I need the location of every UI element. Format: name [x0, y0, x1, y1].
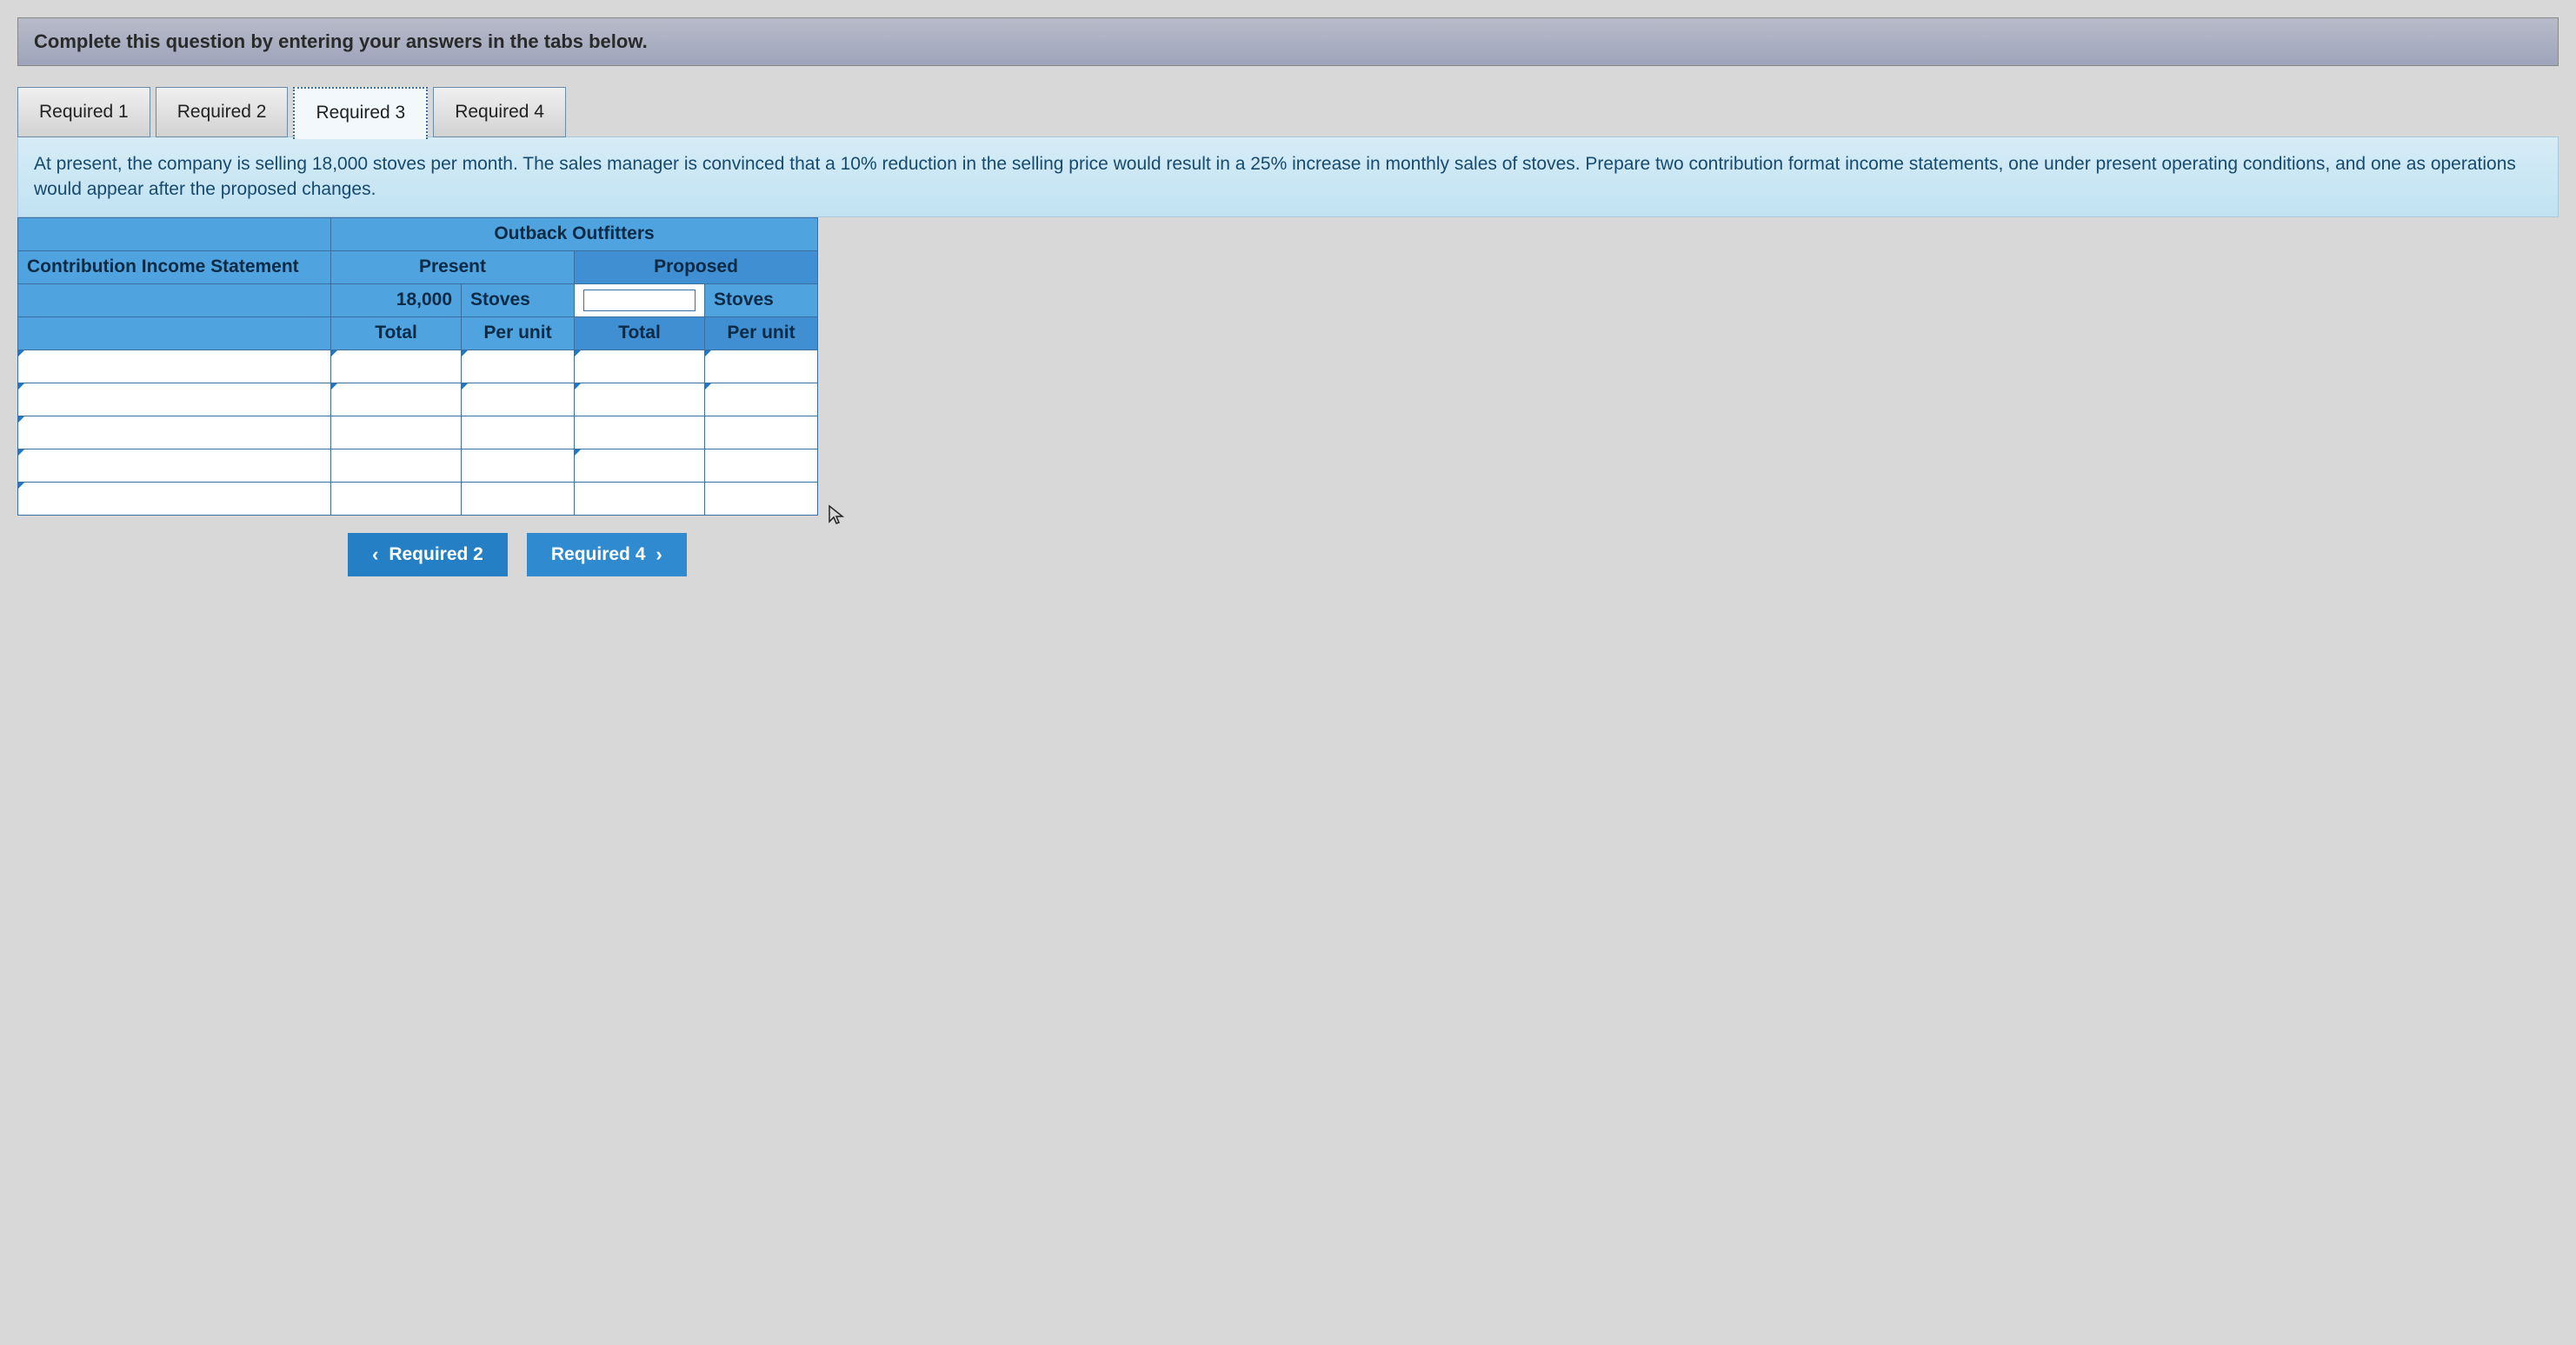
row-label-input[interactable] [18, 383, 331, 416]
row-label-input[interactable] [18, 482, 331, 515]
income-table: Outback Outfitters Contribution Income S… [17, 217, 818, 516]
statement-label: Contribution Income Statement [18, 250, 331, 283]
prev-button[interactable]: ‹ Required 2 [348, 533, 508, 576]
table-row [18, 449, 818, 482]
table-row [18, 416, 818, 449]
present-perunit-input[interactable] [462, 383, 575, 416]
next-button[interactable]: Required 4 › [527, 533, 687, 576]
colhdr-present-total: Total [331, 316, 462, 350]
proposed-total-input[interactable] [575, 449, 705, 482]
cell-blank-tl [18, 217, 331, 250]
colhdr-present-perunit: Per unit [462, 316, 575, 350]
colhdr-proposed-perunit: Per unit [705, 316, 818, 350]
proposed-perunit-input[interactable] [705, 482, 818, 515]
tab-required-4[interactable]: Required 4 [433, 87, 566, 137]
present-total-input[interactable] [331, 350, 462, 383]
question-text: At present, the company is selling 18,00… [17, 136, 2559, 217]
proposed-total-input[interactable] [575, 350, 705, 383]
tabs-container: Required 1 Required 2 Required 3 Require… [17, 87, 2559, 137]
tab-required-1[interactable]: Required 1 [17, 87, 150, 137]
chevron-right-icon: › [656, 543, 662, 566]
present-perunit-input[interactable] [462, 350, 575, 383]
present-total-input[interactable] [331, 449, 462, 482]
proposed-perunit-input[interactable] [705, 416, 818, 449]
present-total-input[interactable] [331, 383, 462, 416]
tab-required-3[interactable]: Required 3 [293, 87, 428, 139]
present-qty: 18,000 [331, 283, 462, 316]
row-label-input[interactable] [18, 416, 331, 449]
cursor-icon [826, 504, 847, 525]
table-row [18, 482, 818, 515]
row-label-input[interactable] [18, 350, 331, 383]
present-perunit-input[interactable] [462, 482, 575, 515]
instruction-bar: Complete this question by entering your … [17, 17, 2559, 66]
row-label-input[interactable] [18, 449, 331, 482]
next-button-label: Required 4 [551, 544, 646, 565]
proposed-total-input[interactable] [575, 482, 705, 515]
table-row [18, 350, 818, 383]
table-row [18, 383, 818, 416]
colhdr-blank [18, 316, 331, 350]
proposed-perunit-input[interactable] [705, 350, 818, 383]
proposed-perunit-input[interactable] [705, 383, 818, 416]
scenario-proposed: Proposed [575, 250, 818, 283]
income-table-wrap: Outback Outfitters Contribution Income S… [17, 217, 2559, 516]
present-perunit-input[interactable] [462, 449, 575, 482]
tab-required-2[interactable]: Required 2 [156, 87, 289, 137]
proposed-total-input[interactable] [575, 383, 705, 416]
present-total-input[interactable] [331, 416, 462, 449]
proposed-qty-unit: Stoves [705, 283, 818, 316]
chevron-left-icon: ‹ [372, 543, 378, 566]
company-name: Outback Outfitters [331, 217, 818, 250]
proposed-qty-input[interactable] [575, 283, 705, 316]
colhdr-proposed-total: Total [575, 316, 705, 350]
scenario-present: Present [331, 250, 575, 283]
present-total-input[interactable] [331, 482, 462, 515]
present-qty-unit: Stoves [462, 283, 575, 316]
proposed-total-input[interactable] [575, 416, 705, 449]
nav-buttons: ‹ Required 2 Required 4 › [348, 533, 2559, 576]
qty-row-label [18, 283, 331, 316]
prev-button-label: Required 2 [389, 544, 483, 565]
present-perunit-input[interactable] [462, 416, 575, 449]
proposed-perunit-input[interactable] [705, 449, 818, 482]
